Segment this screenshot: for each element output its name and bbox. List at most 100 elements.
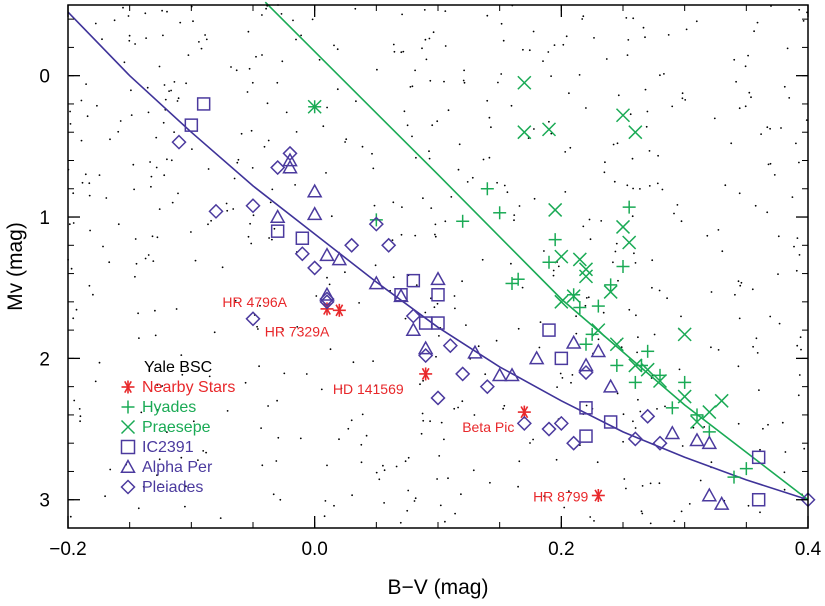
bsc-point (639, 188, 641, 190)
square-shape (295, 231, 310, 245)
bsc-point (724, 184, 727, 187)
bsc-point (161, 9, 164, 12)
bsc-point (425, 58, 428, 61)
bsc-point (681, 445, 684, 447)
bsc-point (751, 288, 754, 291)
alpha-per-point (306, 183, 323, 198)
bsc-point (805, 119, 808, 121)
bsc-point (642, 26, 645, 29)
x-tick-label: 0.0 (301, 539, 327, 560)
pleiades-point (430, 390, 446, 406)
bsc-point (168, 90, 171, 92)
bsc-point (247, 235, 250, 238)
bsc-point (733, 58, 736, 61)
bsc-point (644, 88, 647, 91)
bsc-point (113, 19, 116, 22)
series-nearby-stars (320, 302, 605, 502)
square-shape (196, 97, 211, 111)
bsc-point (778, 322, 781, 325)
bsc-point (372, 360, 374, 362)
triangle-shape (713, 495, 730, 510)
bsc-point (754, 204, 757, 207)
alpha-per-point (504, 367, 520, 382)
diamond-shape (553, 415, 569, 431)
bsc-point (634, 427, 637, 429)
alpha-per-point (713, 495, 730, 510)
bsc-point (766, 211, 769, 214)
cross-stroke (628, 358, 643, 373)
bsc-point (404, 460, 407, 463)
bsc-point (134, 238, 137, 240)
cross-stroke (677, 389, 692, 404)
praesepe-point (603, 284, 618, 299)
bsc-point (382, 464, 384, 467)
bsc-point (740, 281, 743, 284)
bsc-point (587, 296, 590, 299)
bsc-point (166, 158, 168, 161)
praesepe-point (554, 249, 569, 264)
bsc-point (170, 89, 173, 92)
bsc-point (473, 414, 476, 416)
bsc-point (148, 369, 151, 371)
bsc-point (569, 146, 572, 149)
bsc-point (658, 289, 661, 292)
bsc-point (438, 335, 440, 337)
triangle-shape (306, 183, 323, 198)
bsc-point (146, 86, 149, 89)
bsc-point (454, 512, 456, 515)
bsc-point (450, 196, 453, 198)
bsc-point (500, 73, 503, 75)
bsc-point (372, 167, 375, 170)
legend-label: Yale BSC (144, 359, 212, 376)
bsc-point (663, 73, 665, 75)
bsc-point (796, 344, 799, 347)
cross-stroke (554, 249, 569, 264)
bsc-point (528, 49, 531, 52)
hyades-point (665, 401, 679, 415)
bsc-point (340, 387, 343, 390)
bsc-point (173, 131, 176, 134)
bsc-point (461, 400, 464, 403)
bsc-point (428, 150, 430, 153)
hyades-point (727, 470, 741, 484)
square-shape (542, 323, 556, 337)
bsc-point (73, 399, 76, 402)
ic2391-point (603, 415, 618, 429)
bsc-point (336, 88, 339, 91)
triangle-shape (405, 322, 422, 337)
bsc-point (330, 215, 333, 218)
bsc-point (400, 233, 403, 236)
alpha-per-point (282, 152, 298, 167)
bsc-point (414, 497, 417, 500)
bsc-point (584, 304, 587, 307)
bsc-point (623, 478, 626, 480)
bsc-point (326, 276, 328, 279)
bsc-point (744, 105, 747, 108)
bsc-point (447, 477, 449, 480)
legend-marker (120, 439, 136, 455)
bsc-point (128, 39, 131, 42)
diamond-shape (294, 246, 310, 262)
bsc-point (360, 443, 363, 446)
bsc-point (649, 522, 652, 525)
bsc-point (294, 184, 296, 186)
bsc-point (226, 410, 229, 412)
bsc-point (605, 58, 608, 60)
bsc-point (260, 427, 262, 429)
cross-stroke (714, 393, 729, 408)
bsc-point (102, 245, 104, 248)
bsc-point (407, 489, 410, 492)
praesepe-point (652, 373, 668, 389)
annotation-label: HR 4796A (222, 294, 287, 310)
bsc-point (79, 415, 82, 418)
alpha-per-point (331, 251, 348, 266)
bsc-point (415, 156, 417, 159)
diamond-shape (430, 390, 446, 406)
bsc-point (207, 223, 209, 226)
bsc-point (680, 315, 682, 318)
bsc-point (422, 419, 425, 422)
bsc-point (496, 181, 498, 184)
bsc-point (208, 375, 211, 378)
cross-stroke (603, 284, 618, 299)
bsc-point (543, 495, 546, 498)
